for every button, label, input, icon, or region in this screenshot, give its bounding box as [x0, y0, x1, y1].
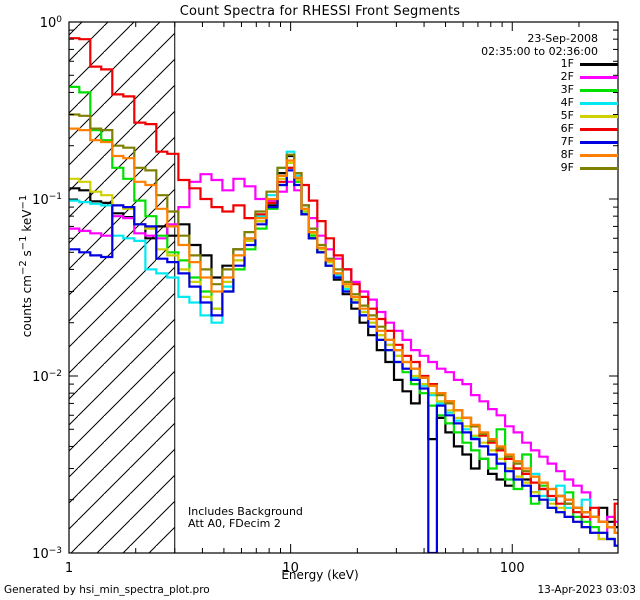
annotation-includes-background: Includes Background	[188, 505, 303, 518]
legend-label-3F: 3F	[560, 83, 574, 96]
observation-time-range: 02:35:00 to 02:36:00	[481, 45, 598, 58]
legend-swatch-9F	[580, 167, 618, 170]
legend-swatch-3F	[580, 89, 618, 92]
footer-generator: Generated by hsi_min_spectra_plot.pro	[4, 584, 210, 596]
legend-label-1F: 1F	[560, 57, 574, 70]
x-axis-label: Energy (keV)	[281, 568, 359, 582]
legend-item-7F[interactable]: 7F	[0, 135, 618, 148]
axes-frame	[68, 21, 619, 554]
legend-label-4F: 4F	[560, 96, 574, 109]
legend-item-1F[interactable]: 1F	[0, 57, 618, 70]
x-tick-label: 100	[500, 561, 525, 576]
legend-label-5F: 5F	[560, 109, 574, 122]
legend-swatch-6F	[580, 128, 618, 131]
legend-swatch-7F	[580, 141, 618, 144]
observation-date: 23-Sep-2008	[527, 32, 598, 45]
legend-swatch-8F	[580, 154, 618, 157]
y-tick-label: 10−1	[32, 192, 62, 208]
legend-label-6F: 6F	[560, 122, 574, 135]
y-tick-label: 100	[40, 15, 63, 31]
spectra-curves	[69, 37, 618, 553]
legend-item-2F[interactable]: 2F	[0, 70, 618, 83]
legend-label-8F: 8F	[560, 148, 574, 161]
series-2F	[69, 173, 618, 541]
x-tick-label: 1	[65, 561, 73, 576]
x-tick-label: 10	[282, 561, 299, 576]
chart-title: Count Spectra for RHESSI Front Segments	[179, 4, 461, 19]
legend-item-5F[interactable]: 5F	[0, 109, 618, 122]
legend-item-6F[interactable]: 6F	[0, 122, 618, 135]
legend-swatch-5F	[580, 115, 618, 118]
legend-item-9F[interactable]: 9F	[0, 161, 618, 174]
series-8F	[69, 127, 618, 534]
legend-label-9F: 9F	[560, 161, 574, 174]
legend-swatch-2F	[580, 76, 618, 79]
legend-item-8F[interactable]: 8F	[0, 148, 618, 161]
y-tick-label: 10−2	[32, 369, 62, 385]
y-tick-label: 10−3	[32, 546, 62, 562]
legend-swatch-1F	[580, 63, 618, 66]
x-tick-labels: 1 10 100	[65, 561, 525, 576]
legend-swatch-4F	[580, 102, 618, 105]
legend-item-4F[interactable]: 4F	[0, 96, 618, 109]
legend-label-7F: 7F	[560, 135, 574, 148]
legend-item-3F[interactable]: 3F	[0, 83, 618, 96]
excluded-band-hatch	[69, 22, 176, 553]
annotation-attenuator-state: Att A0, FDecim 2	[188, 517, 281, 530]
legend-label-2F: 2F	[560, 70, 574, 83]
footer-timestamp: 13-Apr-2023 03:03	[537, 584, 636, 596]
